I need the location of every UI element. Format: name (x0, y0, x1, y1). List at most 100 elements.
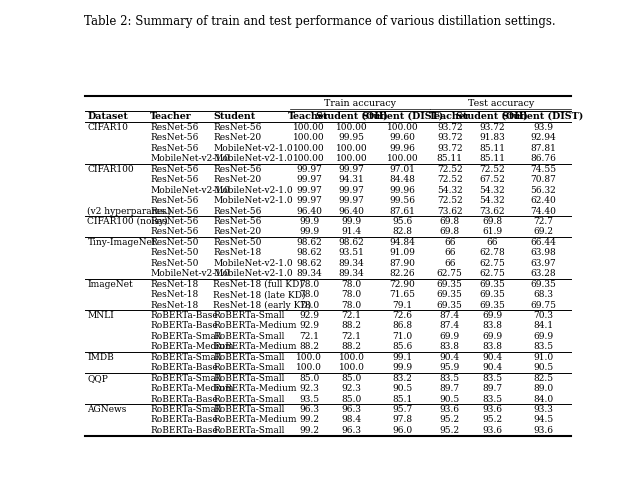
Text: 69.9: 69.9 (482, 311, 502, 320)
Text: ResNet-18: ResNet-18 (213, 249, 262, 257)
Text: 97.01: 97.01 (389, 165, 415, 174)
Text: 100.00: 100.00 (387, 154, 418, 163)
Text: 90.5: 90.5 (440, 394, 460, 403)
Text: 63.28: 63.28 (531, 269, 556, 278)
Text: ResNet-20: ResNet-20 (213, 175, 261, 184)
Text: 100.00: 100.00 (293, 133, 325, 142)
Text: 84.48: 84.48 (389, 175, 415, 184)
Text: 70.3: 70.3 (533, 311, 553, 320)
Text: ImageNet: ImageNet (88, 280, 133, 289)
Text: 100.00: 100.00 (293, 144, 325, 153)
Text: 72.7: 72.7 (533, 217, 553, 226)
Text: 72.1: 72.1 (299, 332, 319, 341)
Text: 62.78: 62.78 (479, 249, 505, 257)
Text: 61.9: 61.9 (482, 228, 502, 237)
Text: 69.35: 69.35 (530, 280, 556, 289)
Text: 69.8: 69.8 (482, 217, 502, 226)
Text: Teacher: Teacher (150, 112, 192, 121)
Text: MobileNet-v2-1.0: MobileNet-v2-1.0 (213, 154, 293, 163)
Text: 99.97: 99.97 (296, 196, 322, 205)
Text: 83.8: 83.8 (482, 342, 502, 351)
Text: 82.5: 82.5 (533, 374, 553, 382)
Text: 86.8: 86.8 (392, 321, 412, 330)
Text: Train accuracy: Train accuracy (324, 99, 396, 108)
Text: 74.55: 74.55 (530, 165, 556, 174)
Text: 62.75: 62.75 (479, 269, 505, 278)
Text: Dataset: Dataset (88, 112, 128, 121)
Text: MNLI: MNLI (88, 311, 114, 320)
Text: 99.2: 99.2 (299, 415, 319, 424)
Text: RoBERTa-Small: RoBERTa-Small (213, 332, 285, 341)
Text: 97.8: 97.8 (392, 415, 412, 424)
Text: 95.2: 95.2 (482, 415, 502, 424)
Text: 83.8: 83.8 (440, 342, 460, 351)
Text: 100.0: 100.0 (296, 363, 322, 372)
Text: 69.9: 69.9 (482, 332, 502, 341)
Text: 96.3: 96.3 (342, 405, 362, 414)
Text: 69.75: 69.75 (530, 300, 556, 310)
Text: RoBERTa-Small: RoBERTa-Small (213, 405, 285, 414)
Text: MobileNet-v2-1.0: MobileNet-v2-1.0 (213, 196, 293, 205)
Text: 93.51: 93.51 (339, 249, 364, 257)
Text: 83.5: 83.5 (482, 394, 502, 403)
Text: ResNet-18: ResNet-18 (150, 300, 198, 310)
Text: MobileNet-v2-1.0: MobileNet-v2-1.0 (213, 269, 293, 278)
Text: 78.0: 78.0 (341, 300, 362, 310)
Text: 96.3: 96.3 (342, 426, 362, 435)
Text: 85.11: 85.11 (436, 154, 463, 163)
Text: 71.65: 71.65 (389, 290, 415, 299)
Text: 93.6: 93.6 (440, 405, 460, 414)
Text: 92.3: 92.3 (299, 384, 319, 393)
Text: 98.4: 98.4 (341, 415, 362, 424)
Text: Student (OH): Student (OH) (456, 112, 528, 121)
Text: 96.0: 96.0 (392, 426, 412, 435)
Text: RoBERTa-Small: RoBERTa-Small (213, 353, 285, 362)
Text: Student: Student (213, 112, 255, 121)
Text: 99.95: 99.95 (339, 133, 364, 142)
Text: 89.0: 89.0 (533, 384, 553, 393)
Text: ResNet-20: ResNet-20 (213, 133, 261, 142)
Text: 83.5: 83.5 (533, 342, 553, 351)
Text: 70.87: 70.87 (530, 175, 556, 184)
Text: 62.40: 62.40 (530, 196, 556, 205)
Text: 99.97: 99.97 (296, 165, 322, 174)
Text: 92.3: 92.3 (342, 384, 362, 393)
Text: 63.97: 63.97 (530, 259, 556, 268)
Text: RoBERTa-Small: RoBERTa-Small (213, 311, 285, 320)
Text: 89.34: 89.34 (339, 269, 364, 278)
Text: ResNet-50: ResNet-50 (150, 259, 198, 268)
Text: QQP: QQP (88, 374, 108, 382)
Text: RoBERTa-Base: RoBERTa-Base (150, 311, 218, 320)
Text: RoBERTa-Small: RoBERTa-Small (213, 426, 285, 435)
Text: 69.9: 69.9 (533, 332, 553, 341)
Text: Student (DIST): Student (DIST) (502, 112, 584, 121)
Text: (v2 hyperparams.): (v2 hyperparams.) (88, 207, 172, 216)
Text: 72.52: 72.52 (437, 175, 463, 184)
Text: RoBERTa-Base: RoBERTa-Base (150, 394, 218, 403)
Text: ResNet-18 (full KD): ResNet-18 (full KD) (213, 280, 303, 289)
Text: 82.8: 82.8 (392, 228, 412, 237)
Text: RoBERTa-Medium: RoBERTa-Medium (213, 342, 297, 351)
Text: 54.32: 54.32 (479, 186, 505, 195)
Text: 100.00: 100.00 (293, 123, 325, 132)
Text: IMDB: IMDB (88, 353, 114, 362)
Text: 85.0: 85.0 (341, 374, 362, 382)
Text: RoBERTa-Small: RoBERTa-Small (150, 332, 221, 341)
Text: 85.11: 85.11 (479, 154, 505, 163)
Text: 99.2: 99.2 (299, 426, 319, 435)
Text: 78.0: 78.0 (299, 280, 319, 289)
Text: 54.32: 54.32 (479, 196, 505, 205)
Text: 72.52: 72.52 (479, 165, 505, 174)
Text: RoBERTa-Small: RoBERTa-Small (213, 394, 285, 403)
Text: 88.2: 88.2 (342, 321, 362, 330)
Text: Teacher: Teacher (429, 112, 470, 121)
Text: 95.6: 95.6 (392, 217, 412, 226)
Text: 78.0: 78.0 (341, 290, 362, 299)
Text: RoBERTa-Medium: RoBERTa-Medium (213, 415, 297, 424)
Text: ResNet-56: ResNet-56 (150, 196, 198, 205)
Text: 100.0: 100.0 (296, 353, 322, 362)
Text: ResNet-18: ResNet-18 (150, 290, 198, 299)
Text: MobileNet-v2-1.0: MobileNet-v2-1.0 (213, 186, 293, 195)
Text: ResNet-50: ResNet-50 (213, 238, 262, 247)
Text: 68.3: 68.3 (533, 290, 553, 299)
